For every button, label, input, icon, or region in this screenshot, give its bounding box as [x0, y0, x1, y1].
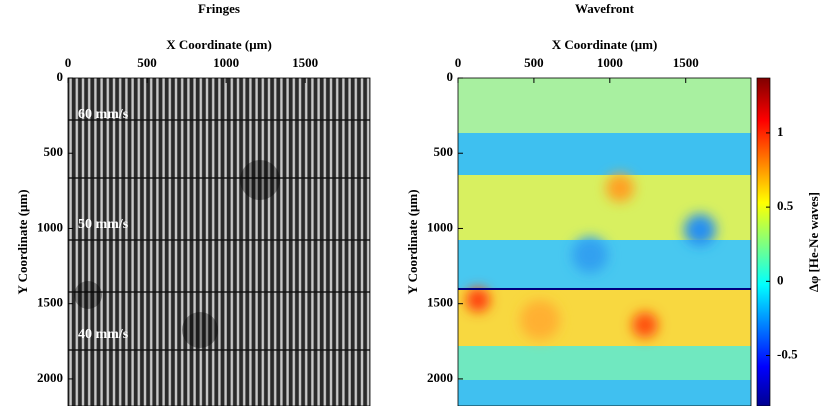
x-tick-label: 1000 — [213, 55, 239, 70]
x-tick-label: 1500 — [292, 55, 318, 70]
x-tick-label: 1000 — [597, 55, 623, 70]
y-tick-label: 1000 — [37, 219, 63, 234]
fringe-image — [68, 78, 370, 406]
y-tick-label: 1500 — [37, 295, 63, 310]
colorbar-tick-label: 0.5 — [777, 198, 794, 213]
plot-frame — [457, 77, 752, 406]
y-axis-label: Y Coordinate (μm) — [405, 189, 420, 294]
colorbar — [756, 77, 771, 406]
y-tick-label: 1000 — [427, 219, 453, 234]
y-tick-label: 0 — [447, 69, 454, 84]
x-tick-label: 0 — [65, 55, 72, 70]
chart-title: Wavefront — [575, 1, 635, 16]
y-tick-label: 2000 — [37, 370, 63, 385]
annotation: 40 mm/s — [78, 327, 129, 342]
y-axis-label: Y Coordinate (μm) — [15, 189, 30, 294]
x-axis-label: X Coordinate (μm) — [166, 37, 272, 52]
colorbar-tick-label: 0 — [777, 272, 784, 287]
x-tick-label: 500 — [137, 55, 157, 70]
plot-frame — [67, 77, 371, 406]
y-tick-label: 500 — [434, 144, 454, 159]
x-tick-label: 0 — [455, 55, 462, 70]
x-tick-label: 1500 — [673, 55, 699, 70]
annotation: 60 mm/s — [78, 107, 129, 122]
y-tick-label: 0 — [57, 69, 64, 84]
y-tick-label: 500 — [44, 144, 64, 159]
wavefront-image — [458, 78, 751, 406]
colorbar-tick-label: -0.5 — [777, 347, 798, 362]
annotation: 50 mm/s — [78, 217, 129, 232]
colorbar-tick-label: 1 — [777, 124, 784, 139]
x-axis-label: X Coordinate (μm) — [552, 37, 658, 52]
x-tick-label: 500 — [524, 55, 544, 70]
y-tick-label: 1500 — [427, 295, 453, 310]
y-tick-label: 2000 — [427, 370, 453, 385]
chart-title: Fringes — [198, 1, 240, 16]
colorbar-label: Δφ [He-Ne waves] — [806, 192, 821, 292]
